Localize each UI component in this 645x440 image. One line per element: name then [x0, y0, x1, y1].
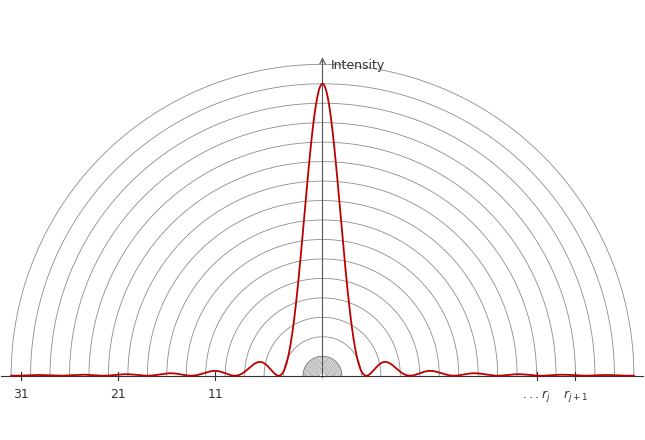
Text: 11: 11 [208, 389, 223, 401]
Text: Intensity: Intensity [330, 59, 384, 73]
Text: 21: 21 [110, 389, 126, 401]
Text: 31: 31 [13, 389, 29, 401]
Text: $...r_j$: $...r_j$ [522, 389, 551, 404]
Text: $r_{j+1}$: $r_{j+1}$ [563, 389, 588, 404]
